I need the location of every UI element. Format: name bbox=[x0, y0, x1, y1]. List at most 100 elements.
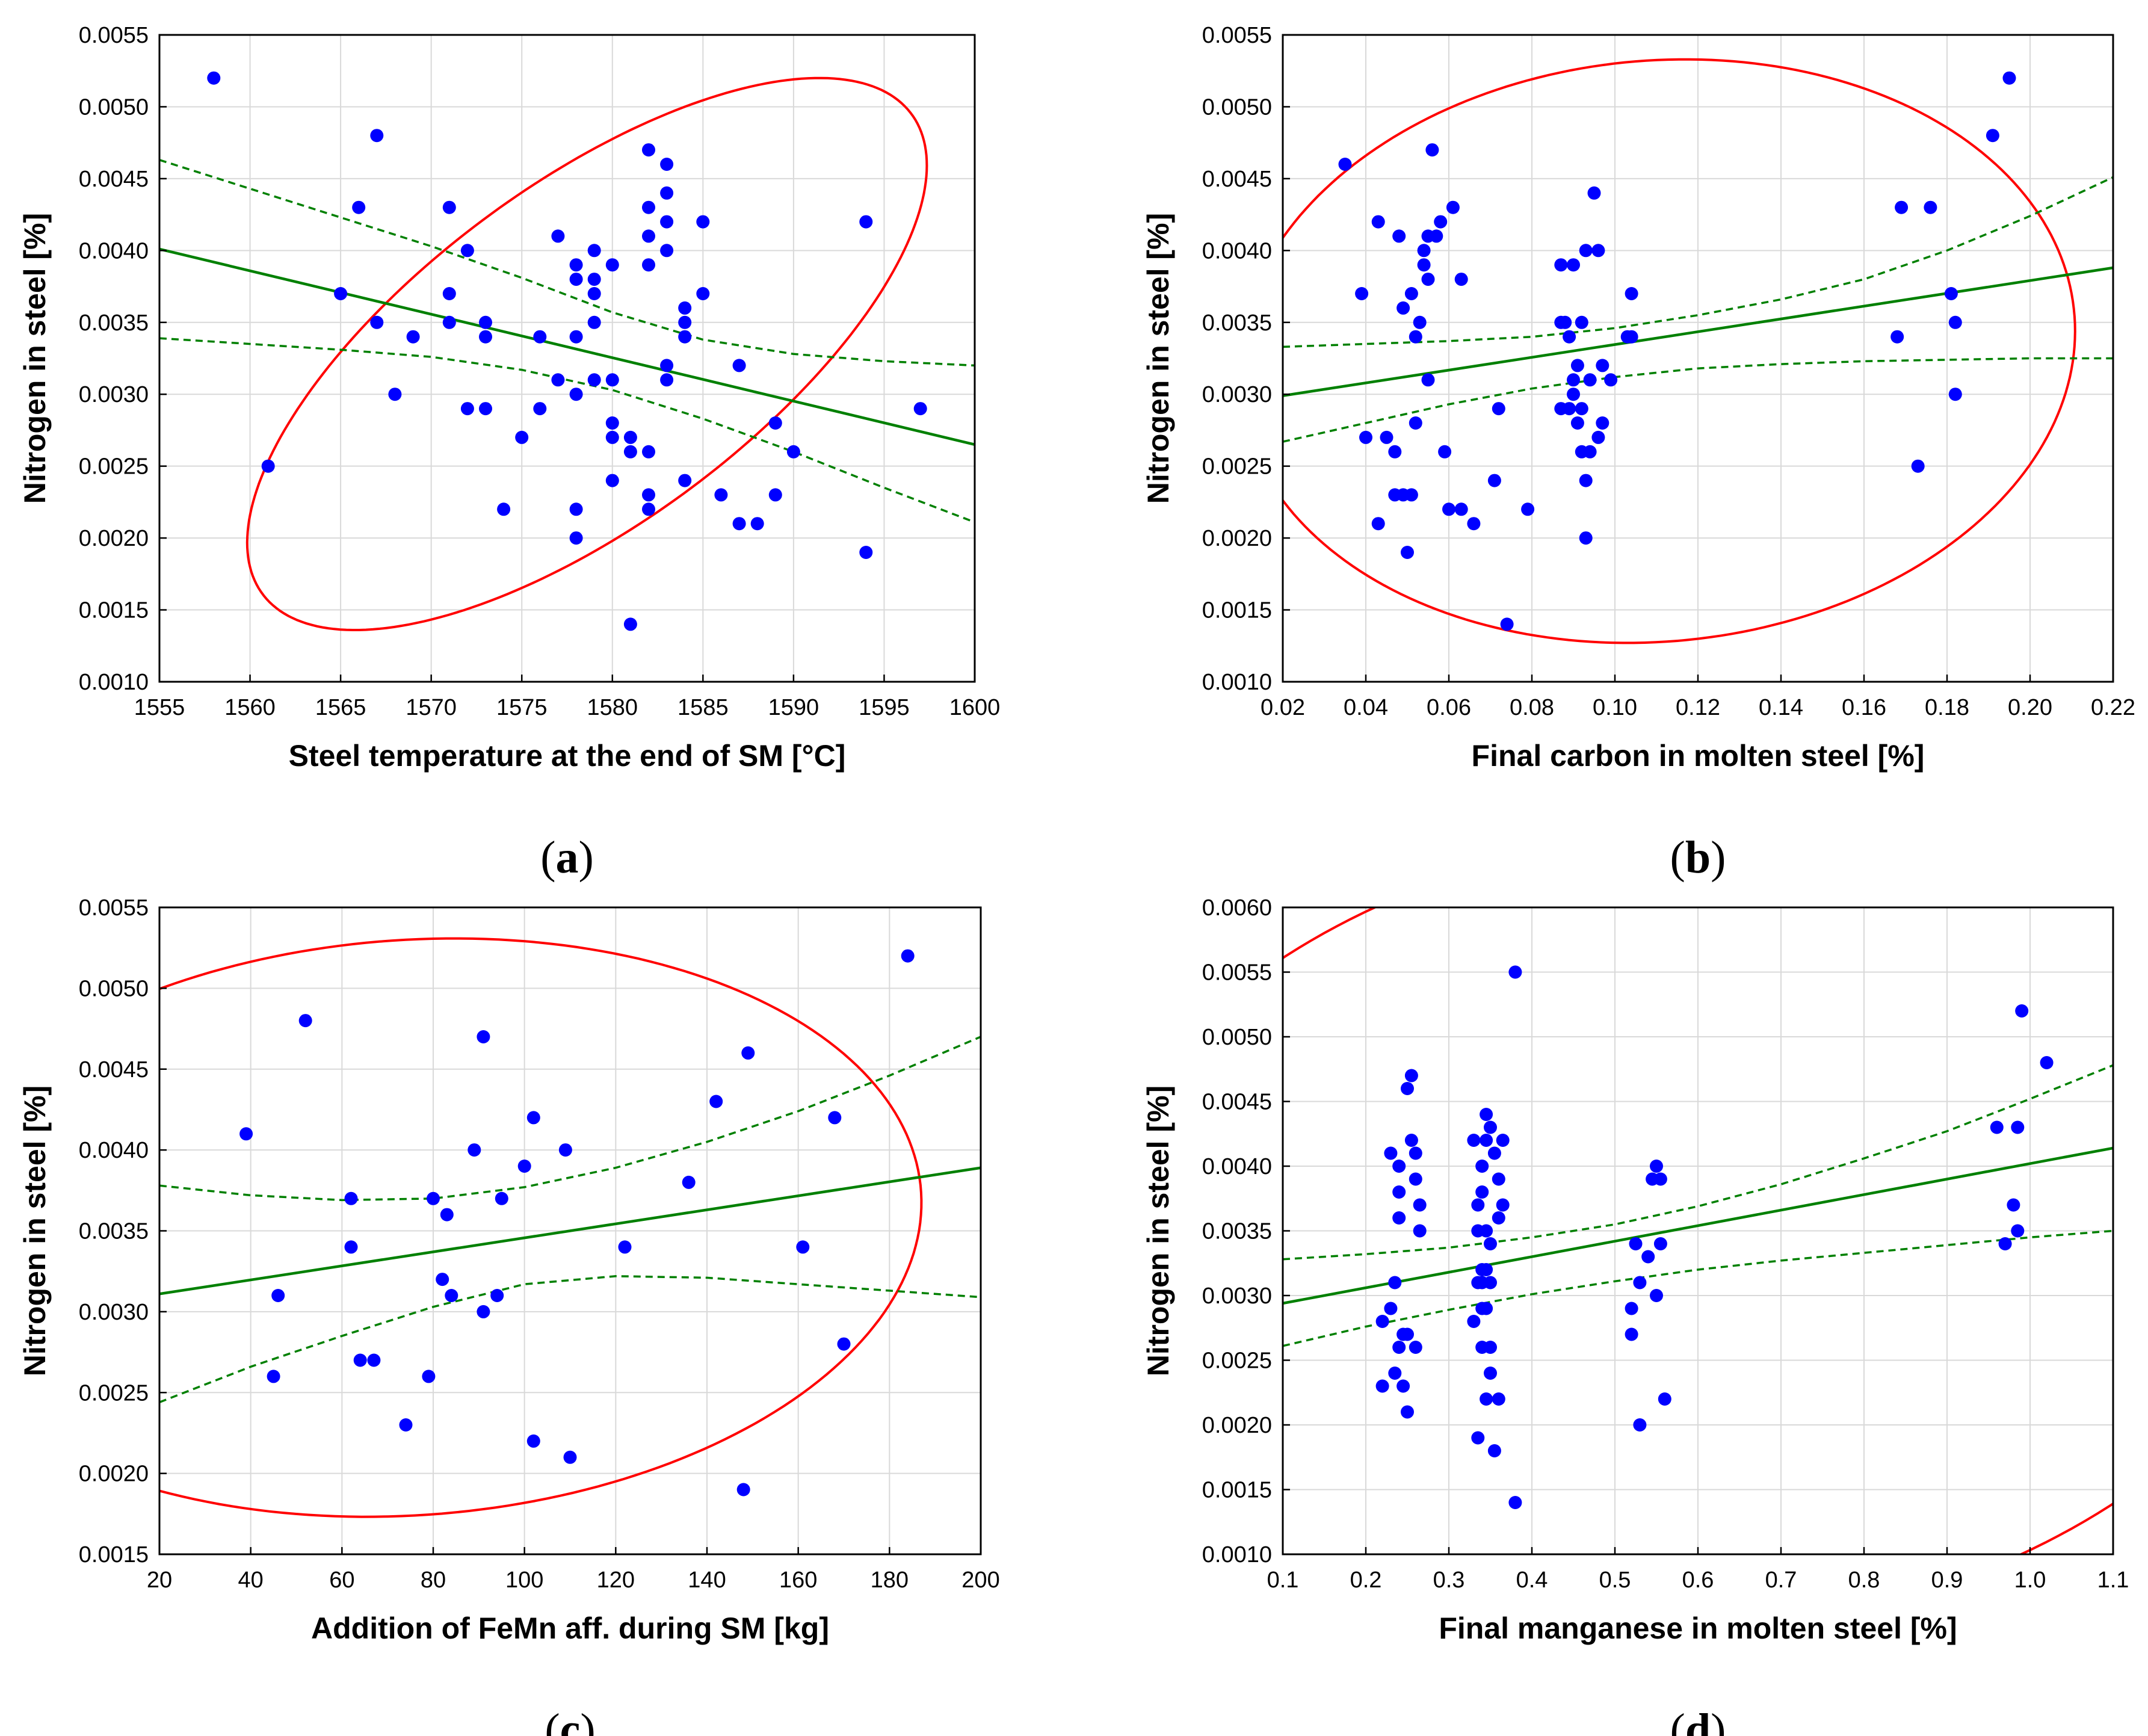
y-tick-label: 0.0020 bbox=[1202, 526, 1272, 551]
data-point bbox=[1409, 1146, 1422, 1160]
data-point bbox=[1583, 373, 1597, 387]
data-point bbox=[569, 531, 583, 545]
data-point bbox=[1413, 1224, 1427, 1238]
y-tick-label: 0.0045 bbox=[1202, 167, 1272, 192]
data-point bbox=[1417, 258, 1431, 272]
data-point bbox=[1392, 1185, 1406, 1199]
data-point bbox=[1404, 287, 1418, 300]
data-point bbox=[1653, 1237, 1667, 1250]
data-point bbox=[1496, 1198, 1510, 1212]
data-point bbox=[605, 258, 619, 272]
y-tick-label: 0.0015 bbox=[79, 598, 149, 623]
y-tick-label: 0.0040 bbox=[1202, 238, 1272, 264]
y-tick-label: 0.0035 bbox=[1202, 310, 1272, 336]
y-tick-label: 0.0035 bbox=[79, 1219, 149, 1244]
data-point bbox=[352, 200, 366, 214]
data-point bbox=[1480, 1134, 1493, 1147]
y-axis-ticks: 0.0015 0.0020 0.0025 0.0030 0.0035 0.0040 0.00… bbox=[79, 895, 167, 1568]
data-point bbox=[427, 1191, 440, 1205]
upper-confidence-band bbox=[159, 1036, 981, 1202]
data-point bbox=[551, 229, 565, 243]
data-point bbox=[1471, 1431, 1485, 1445]
gridlines bbox=[1283, 907, 2113, 1554]
x-axis-ticks: 1555 1560 1565 1570 1575 1580 1585 1590 1595 1600 bbox=[134, 675, 1000, 720]
y-tick-label: 0.0010 bbox=[1202, 670, 1272, 695]
data-point bbox=[1924, 200, 1937, 214]
x-tick-label: 1575 bbox=[496, 695, 548, 720]
data-point bbox=[1413, 315, 1427, 329]
data-point bbox=[1558, 315, 1572, 329]
data-point bbox=[1409, 1172, 1422, 1186]
x-tick-label: 60 bbox=[329, 1568, 354, 1593]
data-point bbox=[2002, 71, 2016, 85]
data-point bbox=[422, 1370, 436, 1383]
data-point bbox=[1579, 531, 1593, 545]
data-point bbox=[1890, 330, 1904, 344]
y-tick-label: 0.0015 bbox=[1202, 598, 1272, 623]
data-point bbox=[1475, 1185, 1489, 1199]
y-axis-title: Nitrogen in steel [%] bbox=[1141, 1086, 1175, 1376]
data-point bbox=[587, 244, 601, 258]
data-point bbox=[1417, 244, 1431, 258]
data-point bbox=[709, 1095, 723, 1108]
data-point bbox=[526, 1434, 540, 1448]
plot-area bbox=[159, 937, 981, 1518]
data-point bbox=[558, 1143, 572, 1157]
panel-label-open-paren: ( bbox=[540, 832, 555, 883]
x-tick-label: 1580 bbox=[587, 695, 638, 720]
panel-label-close-paren: ) bbox=[580, 1705, 595, 1736]
data-point bbox=[1650, 1289, 1663, 1302]
y-axis-title: Nitrogen in steel [%] bbox=[18, 1086, 52, 1376]
data-point bbox=[642, 488, 655, 502]
data-point bbox=[623, 445, 637, 459]
data-point bbox=[1579, 474, 1593, 487]
panel-label-letter: d bbox=[1685, 1705, 1711, 1736]
plot-area bbox=[1283, 58, 2113, 644]
panel-label-close-paren: ) bbox=[579, 832, 594, 883]
data-point bbox=[660, 158, 674, 171]
x-tick-label: 0.3 bbox=[1433, 1568, 1465, 1593]
lower-confidence-band bbox=[159, 1275, 981, 1404]
data-point bbox=[678, 330, 692, 344]
data-point bbox=[1454, 273, 1468, 286]
data-point bbox=[1404, 1069, 1418, 1083]
data-point bbox=[1392, 1160, 1406, 1173]
x-tick-label: 0.2 bbox=[1350, 1568, 1382, 1593]
x-tick-label: 160 bbox=[779, 1568, 817, 1593]
data-point bbox=[1404, 488, 1418, 502]
data-point bbox=[551, 373, 565, 387]
data-point bbox=[1480, 1263, 1493, 1276]
x-tick-label: 1560 bbox=[224, 695, 276, 720]
upper-confidence-band bbox=[1283, 1064, 2113, 1261]
data-point bbox=[298, 1014, 312, 1028]
data-point bbox=[1484, 1120, 1497, 1134]
data-point bbox=[660, 215, 674, 229]
x-tick-label: 180 bbox=[871, 1568, 909, 1593]
data-point bbox=[1404, 1134, 1418, 1147]
confidence-ellipse bbox=[245, 76, 928, 631]
y-tick-label: 0.0030 bbox=[1202, 1283, 1272, 1309]
data-point bbox=[660, 373, 674, 387]
data-point bbox=[334, 287, 348, 300]
data-point bbox=[1480, 1392, 1493, 1406]
y-tick-label: 0.0010 bbox=[1202, 1542, 1272, 1568]
data-point bbox=[605, 373, 619, 387]
data-point bbox=[569, 502, 583, 516]
data-point bbox=[2007, 1198, 2020, 1212]
y-tick-label: 0.0055 bbox=[79, 23, 149, 48]
data-point bbox=[1484, 1341, 1497, 1354]
data-point bbox=[477, 1030, 490, 1043]
data-point bbox=[1487, 1444, 1501, 1457]
data-point bbox=[696, 215, 710, 229]
data-point bbox=[267, 1370, 280, 1383]
x-axis-ticks: 20 40 60 80 100 120 140 160 180 200 bbox=[147, 1547, 1000, 1593]
panel-label-open-paren: ( bbox=[545, 1705, 560, 1736]
data-point bbox=[859, 546, 873, 559]
y-tick-label: 0.0050 bbox=[79, 976, 149, 1001]
data-points bbox=[1375, 965, 2054, 1509]
data-point bbox=[1380, 430, 1393, 444]
data-point bbox=[1492, 1172, 1505, 1186]
data-points bbox=[239, 949, 915, 1497]
data-point bbox=[442, 200, 456, 214]
